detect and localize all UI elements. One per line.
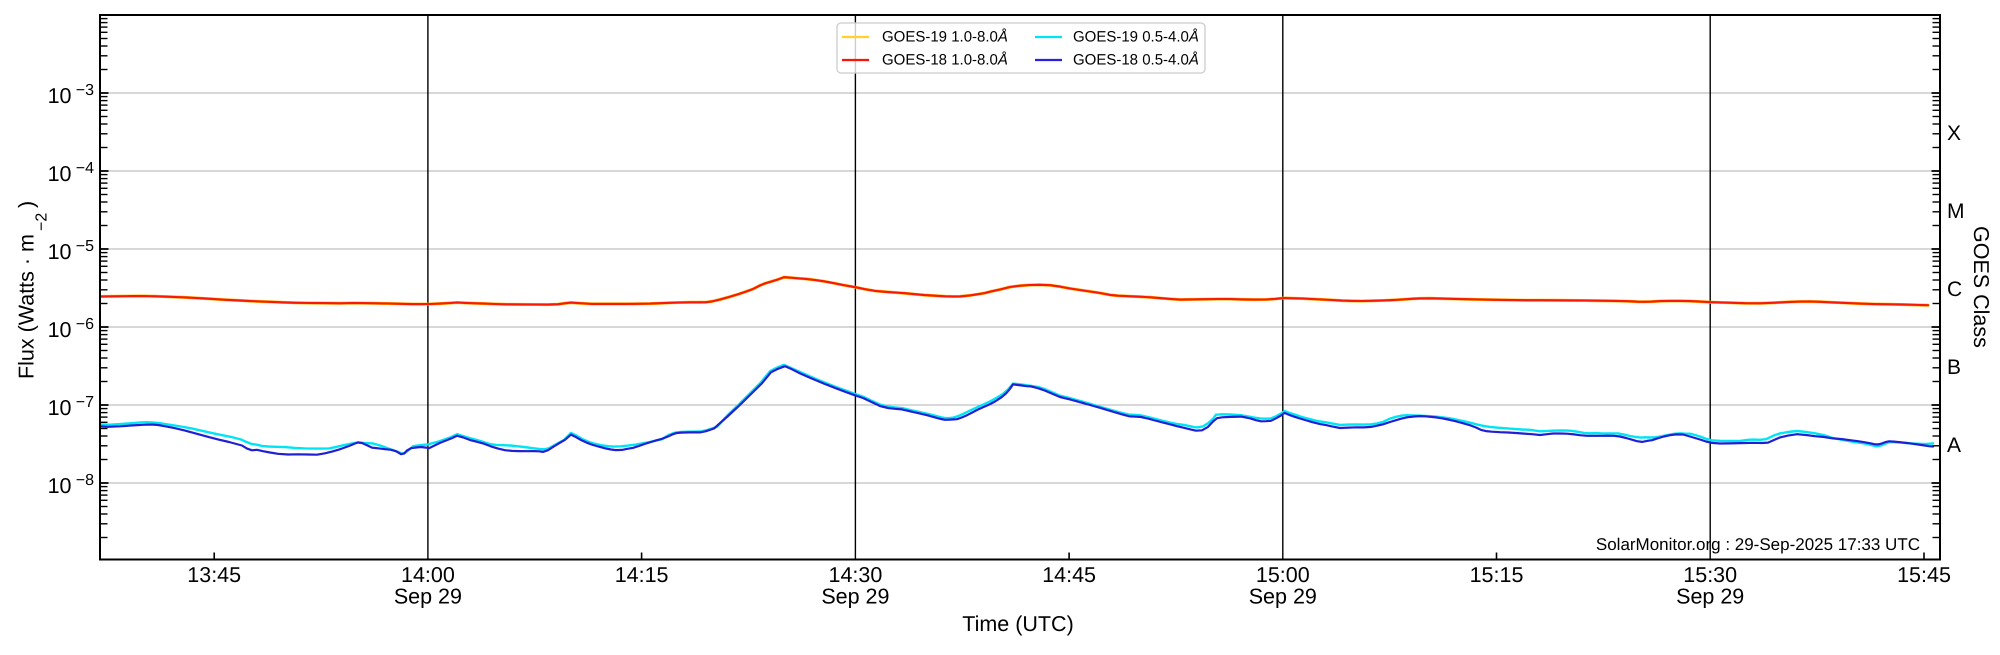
- svg-text:15:00: 15:00: [1256, 563, 1310, 587]
- svg-text:10: 10: [48, 240, 72, 264]
- svg-text:Sep 29: Sep 29: [1249, 585, 1317, 609]
- svg-text:10: 10: [48, 162, 72, 186]
- svg-text:10: 10: [48, 396, 72, 420]
- svg-text:14:15: 14:15: [615, 563, 669, 587]
- svg-text:GOES-18 0.5-4.0Å: GOES-18 0.5-4.0Å: [1073, 51, 1199, 69]
- svg-text:Sep 29: Sep 29: [1676, 585, 1744, 609]
- svg-text:Sep 29: Sep 29: [394, 585, 462, 609]
- svg-text:GOES Class: GOES Class: [1969, 226, 1993, 348]
- svg-text:13:45: 13:45: [187, 563, 241, 587]
- svg-text:Sep 29: Sep 29: [821, 585, 889, 609]
- svg-text:−5: −5: [76, 238, 94, 255]
- svg-text:M: M: [1947, 200, 1965, 223]
- svg-text:A: A: [1947, 434, 1961, 457]
- svg-text:GOES-19 0.5-4.0Å: GOES-19 0.5-4.0Å: [1073, 28, 1199, 46]
- svg-text:B: B: [1947, 356, 1961, 379]
- svg-text:10: 10: [48, 474, 72, 498]
- svg-text:Flux (Watts · m: Flux (Watts · m: [15, 234, 39, 379]
- svg-text:−4: −4: [76, 160, 94, 177]
- svg-text:15:30: 15:30: [1683, 563, 1737, 587]
- svg-text:−6: −6: [76, 316, 94, 333]
- svg-text:X: X: [1947, 122, 1961, 145]
- svg-text:10: 10: [48, 84, 72, 108]
- svg-text:GOES-18 1.0-8.0Å: GOES-18 1.0-8.0Å: [882, 51, 1008, 69]
- svg-text:14:30: 14:30: [828, 563, 882, 587]
- svg-text:15:45: 15:45: [1897, 563, 1951, 587]
- svg-text:−7: −7: [76, 394, 94, 411]
- svg-text:GOES-19 1.0-8.0Å: GOES-19 1.0-8.0Å: [882, 28, 1008, 46]
- svg-text:Time (UTC): Time (UTC): [962, 612, 1073, 636]
- svg-text:−3: −3: [76, 82, 94, 99]
- svg-text:14:00: 14:00: [401, 563, 455, 587]
- svg-text:10: 10: [48, 318, 72, 342]
- svg-text:−2: −2: [34, 213, 51, 231]
- svg-text:−8: −8: [76, 472, 94, 489]
- svg-text:15:15: 15:15: [1470, 563, 1524, 587]
- svg-text:14:45: 14:45: [1042, 563, 1096, 587]
- svg-text:SolarMonitor.org : 29-Sep-2025: SolarMonitor.org : 29-Sep-2025 17:33 UTC: [1596, 535, 1920, 554]
- svg-text:C: C: [1947, 278, 1962, 301]
- svg-text:): ): [15, 201, 39, 208]
